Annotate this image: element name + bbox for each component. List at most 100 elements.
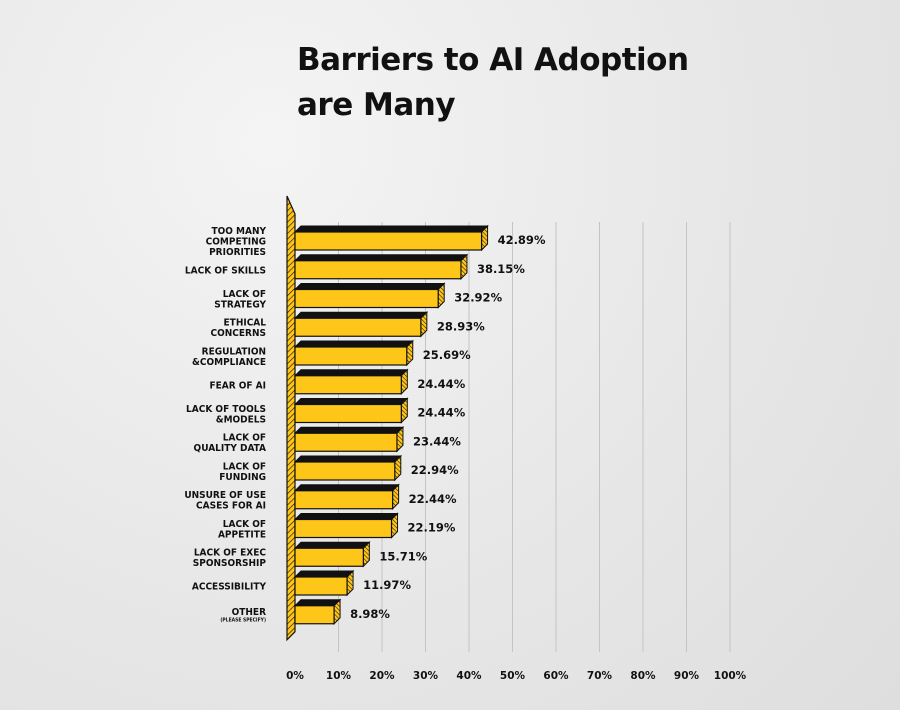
- bar-front-face: [294, 375, 402, 395]
- value-label: 23.44%: [413, 434, 461, 448]
- x-tick-label: 50%: [500, 670, 526, 682]
- bar-front-face: [294, 317, 422, 337]
- category-label: STRATEGY: [214, 299, 266, 310]
- category-label: ACCESSIBILITY: [192, 582, 267, 593]
- bar-top-face: [293, 369, 409, 377]
- bar-front-face: [294, 260, 462, 280]
- value-label: 38.15%: [477, 262, 525, 276]
- bar: [293, 339, 414, 367]
- category-label: OTHER: [232, 607, 266, 618]
- bar-top-face: [293, 426, 405, 434]
- category-label: APPETITE: [218, 529, 266, 540]
- value-label: 28.93%: [437, 319, 485, 333]
- bar: [293, 569, 355, 597]
- value-label: 24.44%: [417, 377, 465, 391]
- bar: [293, 253, 469, 280]
- x-axis-ticks: 0% 10% 20% 30% 40% 50% 60% 70% 80% 90% 100%: [286, 670, 747, 682]
- category-label: FEAR OF AI: [209, 380, 266, 391]
- category-note: (PLEASE SPECIFY): [220, 618, 266, 624]
- bar: [293, 224, 489, 252]
- category-label: COMPETING: [206, 237, 266, 248]
- chart-title-line-1: Barriers to AI Adoption: [297, 42, 689, 78]
- category-label: SPONSORSHIP: [193, 558, 267, 569]
- category-label: &MODELS: [216, 414, 266, 425]
- value-label: 11.97%: [363, 578, 411, 592]
- bar-front-face: [294, 490, 394, 510]
- bar: [293, 282, 446, 309]
- bar-front-face: [294, 231, 483, 251]
- bar: [293, 426, 405, 453]
- bar: [293, 483, 400, 510]
- x-tick-label: 10%: [326, 670, 352, 682]
- category-label: UNSURE OF USE: [184, 490, 266, 501]
- category-label: LACK OF: [223, 289, 266, 300]
- chart-title: Barriers to AI Adoption are Many: [297, 38, 689, 128]
- grid-lines: [338, 222, 731, 652]
- chart-title-line-2: are Many: [297, 87, 456, 123]
- bar-top-face: [293, 541, 371, 549]
- bar-front-face: [294, 518, 393, 539]
- x-tick-label: 40%: [456, 670, 482, 682]
- category-label: FUNDING: [219, 472, 266, 483]
- bar: [293, 541, 371, 568]
- category-label: LACK OF: [223, 519, 266, 530]
- x-tick-label: 90%: [674, 670, 700, 682]
- value-label: 32.92%: [454, 291, 502, 305]
- bar: [293, 311, 429, 338]
- value-label: 22.19%: [408, 521, 456, 535]
- bar-top-face: [293, 513, 399, 520]
- bar-top-face: [293, 398, 409, 405]
- x-tick-label: 20%: [369, 670, 395, 682]
- category-label: TOO MANY: [211, 226, 266, 237]
- bar: [293, 454, 402, 482]
- value-label: 24.44%: [417, 406, 465, 420]
- category-label: REGULATION: [202, 346, 266, 357]
- value-label: 42.89%: [498, 233, 546, 247]
- bar-top-face: [293, 254, 469, 262]
- value-label: 22.44%: [409, 492, 457, 506]
- bar-front-face: [294, 461, 396, 481]
- x-tick-label: 70%: [587, 670, 613, 682]
- bar-front-face: [294, 403, 402, 424]
- bar-top-face: [293, 283, 446, 290]
- category-label: PRIORITIES: [209, 247, 266, 258]
- bar: [293, 598, 342, 625]
- bar: [293, 368, 409, 395]
- bar-top-face: [293, 570, 355, 578]
- value-labels: 42.89% 38.15% 32.92% 28.93% 25.69% 24.44% 24.4…: [350, 233, 546, 621]
- category-label: ETHICAL: [224, 318, 267, 329]
- x-tick-label: 0%: [286, 670, 304, 682]
- bars: [293, 224, 489, 625]
- category-label: LACK OF EXEC: [194, 548, 267, 559]
- bar-front-face: [294, 432, 398, 452]
- bar-top-face: [293, 225, 489, 233]
- bar-front-face: [294, 576, 348, 596]
- value-label: 15.71%: [379, 549, 427, 563]
- x-tick-label: 80%: [630, 670, 656, 682]
- value-label: 8.98%: [350, 607, 390, 621]
- category-label: &COMPLIANCE: [192, 357, 266, 368]
- bar-top-face: [293, 484, 400, 492]
- bar: [293, 512, 399, 539]
- bar-top-face: [293, 455, 402, 463]
- value-label: 22.94%: [411, 463, 459, 477]
- bar-front-face: [294, 288, 439, 309]
- bar-front-face: [294, 605, 335, 625]
- x-tick-label: 100%: [714, 670, 747, 682]
- y-axis-base: [286, 195, 296, 642]
- category-label: LACK OF TOOLS: [186, 404, 266, 415]
- category-label: LACK OF: [223, 433, 266, 444]
- bar-top-face: [293, 599, 342, 607]
- bar-front-face: [294, 346, 408, 366]
- category-label: CONCERNS: [211, 328, 266, 339]
- value-label: 25.69%: [423, 348, 471, 362]
- bar-top-face: [293, 340, 414, 348]
- bar-top-face: [293, 311, 429, 319]
- category-label: CASES FOR AI: [196, 501, 266, 512]
- x-tick-label: 30%: [413, 670, 439, 682]
- axis-base-wall: [286, 195, 296, 642]
- bar-front-face: [294, 547, 364, 567]
- category-label: QUALITY DATA: [194, 443, 266, 454]
